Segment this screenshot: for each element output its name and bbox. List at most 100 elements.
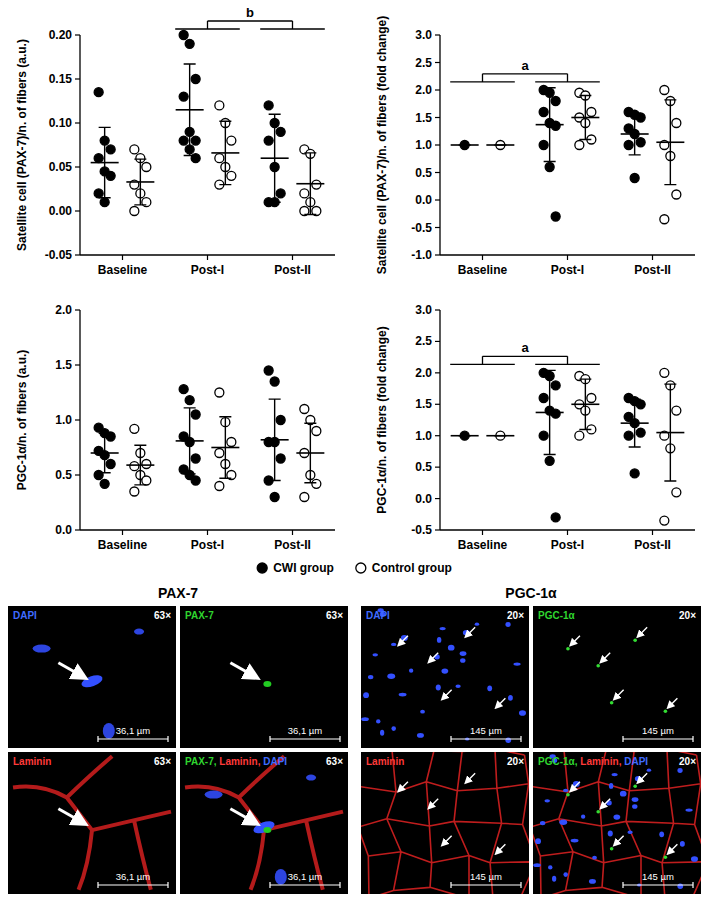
arrow <box>466 773 475 782</box>
x-tick-label: Post-I <box>191 538 224 552</box>
point <box>539 108 548 117</box>
y-tick-label: 1.5 <box>55 358 72 372</box>
error-bar <box>494 435 506 436</box>
y-tick <box>435 467 440 468</box>
chart: -1.0-0.50.00.51.01.52.02.53.0BaselinePos… <box>375 16 695 277</box>
nucleus <box>505 738 511 743</box>
y-tick <box>435 435 440 436</box>
micrograph-content <box>566 627 677 713</box>
nucleus <box>391 643 396 646</box>
point <box>630 469 639 478</box>
channel-label-part: Laminin <box>366 756 404 767</box>
point <box>660 368 669 377</box>
nucleus <box>475 623 479 626</box>
y-tick <box>435 144 440 145</box>
pgc1a-stain <box>610 847 614 851</box>
magnification: 20× <box>679 756 696 767</box>
micrograph-image <box>361 752 529 894</box>
error-bar <box>269 399 281 480</box>
error-bar <box>664 384 676 481</box>
micrograph-background <box>180 606 348 748</box>
nucleus <box>571 839 579 843</box>
micrograph-title: PGC-1α <box>505 585 557 601</box>
y-tick-label: 2.0 <box>55 303 72 317</box>
error-bar <box>459 435 471 436</box>
channel-label-part: Laminin <box>13 756 51 767</box>
y-tick-label: -0.05 <box>45 248 73 262</box>
nucleus <box>691 856 698 862</box>
x-tick-label: Post-II <box>634 538 671 552</box>
error-bar <box>184 408 196 474</box>
point <box>551 97 560 106</box>
nucleus <box>380 730 384 736</box>
error-bar <box>269 114 281 202</box>
point <box>539 431 548 440</box>
magnification: 20× <box>507 610 524 621</box>
point <box>94 88 103 97</box>
pgc1a-stain <box>610 701 614 705</box>
significance-bracket <box>450 74 600 82</box>
micrograph-background <box>8 752 176 894</box>
nucleus <box>659 831 664 837</box>
arrow <box>230 809 255 823</box>
point <box>264 101 273 110</box>
y-tick <box>75 529 80 530</box>
point <box>636 138 645 147</box>
arrow <box>429 799 438 808</box>
x-tick <box>482 255 483 260</box>
micrograph-panel: Laminin63×36,1 µm <box>8 752 176 894</box>
y-tick-label: 3.0 <box>415 303 432 317</box>
arrow <box>466 627 475 636</box>
magnification: 63× <box>326 610 343 621</box>
x-tick <box>207 255 208 260</box>
mean-line <box>451 144 479 146</box>
point <box>94 189 103 198</box>
mean-line <box>486 435 514 437</box>
arrow <box>429 653 438 662</box>
x-tick <box>652 255 653 260</box>
y-tick-label: 1.5 <box>415 397 432 411</box>
error-bar <box>664 100 676 185</box>
micrograph-panel: PGC-1α, Laminin, DAPI20×145 µm <box>525 746 708 900</box>
point <box>575 431 584 440</box>
y-tick <box>435 372 440 373</box>
channel-label: PGC-1α <box>538 610 576 621</box>
significance-label: b <box>246 5 254 20</box>
micrograph-group: PAX-7DAPI63×36,1 µmPAX-763×36,1 µmLamini… <box>8 585 348 894</box>
pax7-stain <box>263 681 271 687</box>
nucleus <box>609 783 613 789</box>
y-tick-label: -0.5 <box>411 523 432 537</box>
error-bar <box>219 417 231 479</box>
y-axis <box>79 310 80 530</box>
point <box>179 136 188 145</box>
pgc1a-stain <box>633 638 637 642</box>
point <box>551 381 560 390</box>
y-tick <box>435 309 440 310</box>
nucleus <box>608 831 613 837</box>
x-tick-label: Baseline <box>458 538 508 552</box>
nucleus <box>487 685 492 691</box>
micrograph-image <box>361 608 526 743</box>
y-tick-label: 1.0 <box>415 138 432 152</box>
micrograph-image <box>33 629 144 739</box>
scale-bar <box>451 882 521 888</box>
nucleus <box>677 884 683 889</box>
channel-label-part: PGC-1α <box>538 756 576 767</box>
x-tick <box>122 255 123 260</box>
y-tick-label: 0.5 <box>415 166 432 180</box>
x-tick <box>207 530 208 535</box>
error-bar <box>579 379 591 429</box>
arrow <box>668 698 677 707</box>
micrograph-background <box>8 606 176 748</box>
x-tick <box>652 530 653 535</box>
magnification: 20× <box>507 756 524 767</box>
y-tick <box>75 364 80 365</box>
micrograph-panel: DAPI63×36,1 µm <box>8 606 176 748</box>
arrow <box>496 698 505 707</box>
nucleus <box>437 637 441 643</box>
nucleus <box>544 799 550 802</box>
channel-label: DAPI <box>366 610 390 621</box>
legend-label: CWI group <box>273 561 334 575</box>
micrograph-content <box>185 756 343 889</box>
error-bar <box>304 423 316 482</box>
